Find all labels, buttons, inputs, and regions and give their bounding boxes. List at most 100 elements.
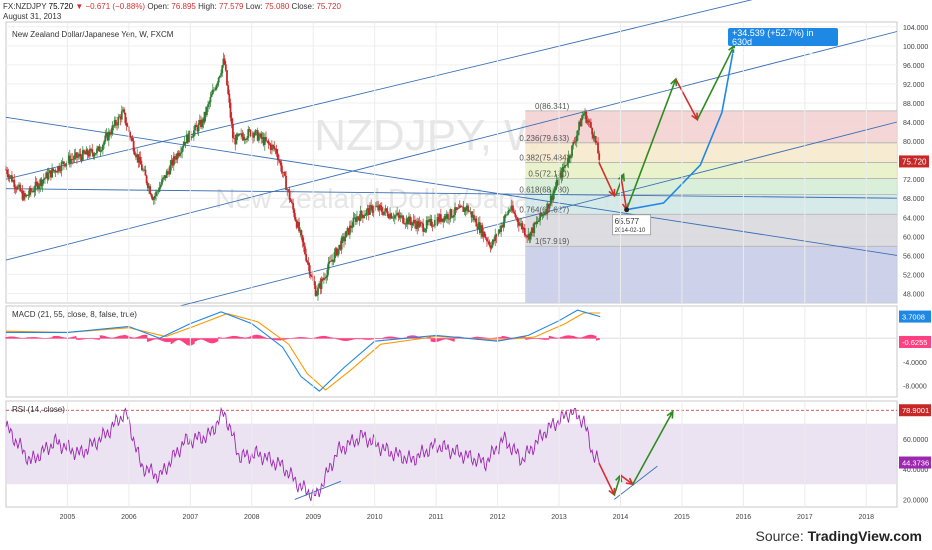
macd-hist-bar [295, 337, 298, 339]
rsi-pane[interactable]: RSI (14, close) 20.0000 40.0000 60.0000 78.9… [5, 400, 931, 508]
candle-body [468, 211, 471, 213]
candle-body [205, 107, 208, 116]
macd-hist-bar [532, 338, 534, 339]
candle-body [594, 135, 597, 143]
macd-hist-bar [46, 337, 49, 339]
candle-body [369, 205, 371, 215]
candle-body [230, 117, 233, 124]
fib-level-label: 0(86.341) [535, 102, 570, 111]
candle-body [561, 167, 564, 178]
candle-body [298, 221, 300, 232]
candle-body [7, 174, 10, 178]
macd-hist-bar [304, 337, 306, 339]
candle-body [270, 144, 273, 150]
candle-body [562, 167, 565, 168]
macd-hist-bar [581, 337, 584, 339]
candle-body [35, 181, 38, 183]
macd-hist-bar [369, 338, 371, 340]
candle-body [256, 130, 259, 141]
price-tick-label: 104.000 [903, 25, 928, 32]
candle-body [73, 154, 76, 160]
macd-hist-bar [487, 337, 489, 339]
candle-body [597, 142, 599, 154]
macd-hist-bar [321, 335, 324, 339]
macd-value-badge-text: -0.6255 [902, 338, 927, 347]
candle-body [266, 140, 269, 142]
candle-body [530, 227, 533, 232]
candle-body [588, 121, 591, 123]
candle-body [74, 152, 77, 155]
macd-hist-bar [484, 337, 487, 339]
candle-body [431, 226, 434, 227]
macd-hist-bar [521, 336, 524, 339]
candle-body [273, 146, 276, 149]
time-axis[interactable]: 2005 2006 2007 2008 2009 2010 2011 2012 2013 2014… [60, 514, 875, 521]
macd-hist-bar [26, 337, 29, 339]
macd-hist-bar [479, 337, 481, 339]
candle-body [9, 175, 12, 177]
macd-hist-bar [347, 338, 350, 341]
macd-hist-bar [197, 338, 200, 340]
candle-body [201, 119, 204, 128]
macd-hist-bar [86, 338, 89, 339]
macd-hist-bar [442, 338, 445, 340]
candle-body [70, 159, 72, 164]
candle-body [149, 186, 152, 194]
macd-pane[interactable]: MACD (21, 55, close, 8, false, true) -8.0… [5, 305, 931, 398]
candle-body [226, 70, 228, 86]
macd-hist-bar [547, 338, 550, 340]
candle-body [370, 205, 373, 206]
candle-body [283, 172, 286, 176]
macd-hist-bar [228, 336, 231, 339]
candle-body [423, 231, 426, 233]
macd-hist-bar [503, 336, 506, 339]
candle-body [109, 131, 111, 135]
rsi-tick-label: 40.0000 [903, 467, 928, 474]
candle-body [476, 226, 479, 230]
candle-body [346, 227, 349, 231]
macd-hist-bar [108, 337, 110, 339]
macd-hist-bar [99, 335, 102, 339]
candle-body [450, 209, 453, 217]
candle-body [319, 283, 322, 289]
candle-body [353, 217, 356, 219]
candle-body [58, 166, 61, 171]
price-tick-label: 80.000 [903, 139, 925, 146]
candle-body [467, 205, 469, 212]
price-pane[interactable]: NZDJPY, W New Zealand Dollar/Japanese Yen… [5, 0, 929, 352]
candle-body [191, 136, 194, 138]
macd-hist-bar [202, 338, 205, 340]
candle-body [138, 157, 141, 163]
candle-body [439, 214, 442, 222]
candle-body [221, 65, 224, 74]
macd-hist-bar [85, 338, 88, 340]
macd-hist-bar [190, 338, 193, 346]
macd-hist-bar [500, 337, 502, 339]
macd-hist-bar [391, 336, 394, 339]
candle-body [506, 214, 508, 216]
time-tick-label: 2017 [797, 514, 813, 521]
time-tick-label: 2005 [60, 514, 76, 521]
macd-hist-bar [471, 337, 474, 339]
candle-body [195, 125, 198, 127]
candle-body [159, 184, 162, 188]
macd-hist-bar [191, 338, 194, 345]
candle-body [343, 236, 345, 242]
candle-body [500, 225, 503, 232]
macd-hist-bar [41, 337, 44, 339]
candle-body [68, 155, 71, 164]
macd-hist-bar [209, 338, 212, 344]
macd-hist-bar [523, 335, 526, 339]
candle-body [224, 64, 227, 71]
macd-hist-bar [590, 334, 592, 339]
candle-body [105, 133, 108, 136]
macd-hist-bar [83, 338, 85, 340]
macd-hist-bar [477, 337, 480, 339]
time-tick-label: 2016 [736, 514, 752, 521]
candle-body [71, 159, 74, 160]
macd-hist-bar [334, 337, 337, 339]
macd-hist-bar [406, 336, 409, 339]
macd-hist-bar [318, 336, 320, 339]
candle-body [540, 212, 543, 216]
